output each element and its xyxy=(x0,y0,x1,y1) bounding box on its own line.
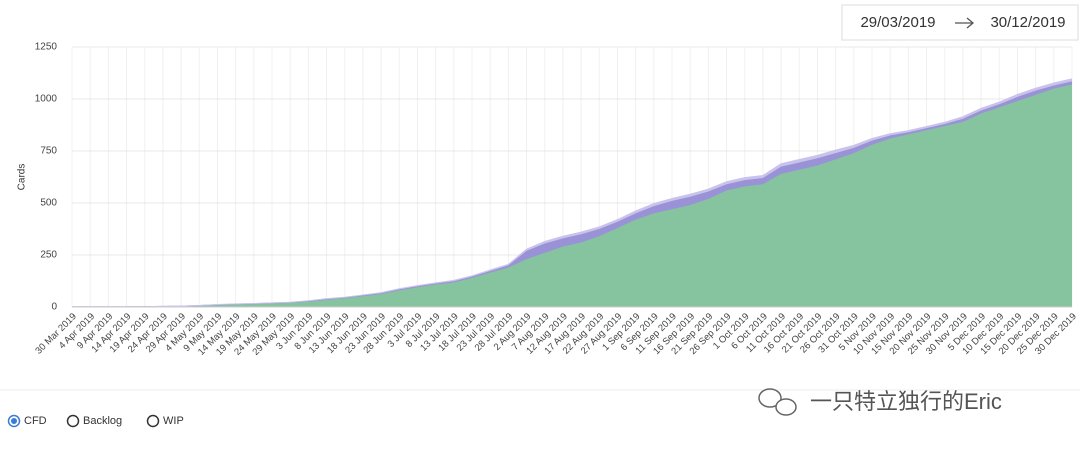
radio-dot xyxy=(11,418,17,424)
y-tick-label: 250 xyxy=(40,250,57,261)
area-edge xyxy=(72,78,1073,308)
radio-label[interactable]: CFD xyxy=(24,415,47,427)
radio[interactable] xyxy=(146,414,160,428)
start-date: 29/03/2019 xyxy=(860,14,935,31)
end-date: 30/12/2019 xyxy=(990,14,1065,31)
arrow-head xyxy=(966,17,975,29)
radio-label[interactable]: Backlog xyxy=(83,415,122,427)
y-tick-label: 750 xyxy=(40,146,57,157)
radio[interactable] xyxy=(66,414,80,428)
y-tick-label: 1000 xyxy=(35,94,58,105)
radio-label[interactable]: WIP xyxy=(163,415,184,427)
y-tick-label: 500 xyxy=(40,198,57,209)
wechat-icon xyxy=(758,388,797,416)
area-fill xyxy=(72,84,1072,307)
y-tick-label: 1250 xyxy=(35,42,58,53)
y-tick-label: 0 xyxy=(51,302,57,313)
y-axis-label: Cards xyxy=(17,164,28,191)
watermark: 一只特立独行的Eric xyxy=(810,389,1002,414)
